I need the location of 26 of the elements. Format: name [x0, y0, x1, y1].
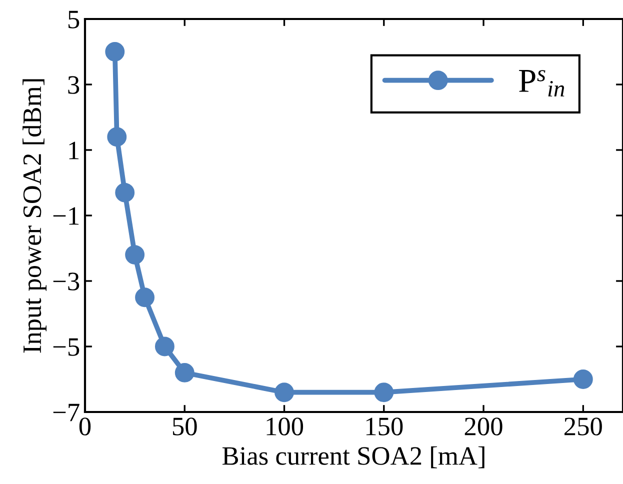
- y-tick-label: −3: [53, 272, 80, 290]
- y-tick-label: −7: [53, 404, 80, 422]
- y-tick-label: 1: [69, 142, 79, 160]
- point: [274, 382, 294, 402]
- point: [125, 245, 145, 265]
- x-tick-label: 0: [79, 418, 91, 436]
- point: [107, 127, 127, 147]
- x-tick-label: 150: [366, 418, 403, 436]
- point: [105, 42, 125, 62]
- point: [115, 182, 135, 202]
- y-tick-label: 3: [68, 76, 80, 94]
- x-axis-title: Bias current SOA2 [mA]: [222, 446, 484, 468]
- x-tick-label: 250: [564, 418, 602, 436]
- x-tick-label: 50: [172, 418, 197, 436]
- x-tick-label: 200: [464, 418, 502, 436]
- x-tick-label: 100: [266, 418, 304, 436]
- point: [135, 288, 154, 308]
- point: [154, 336, 174, 356]
- point: [374, 382, 394, 402]
- legend-label: P$^{s}$$_{in}$: [519, 70, 564, 96]
- y-tick-label: 5: [68, 10, 80, 28]
- point: [573, 370, 593, 389]
- y-tick-label: −5: [53, 338, 80, 356]
- point: [174, 362, 194, 382]
- y-tick-label: −1: [53, 207, 79, 225]
- y-axis-title: Input power SOA2 [dBm]: [22, 79, 47, 353]
